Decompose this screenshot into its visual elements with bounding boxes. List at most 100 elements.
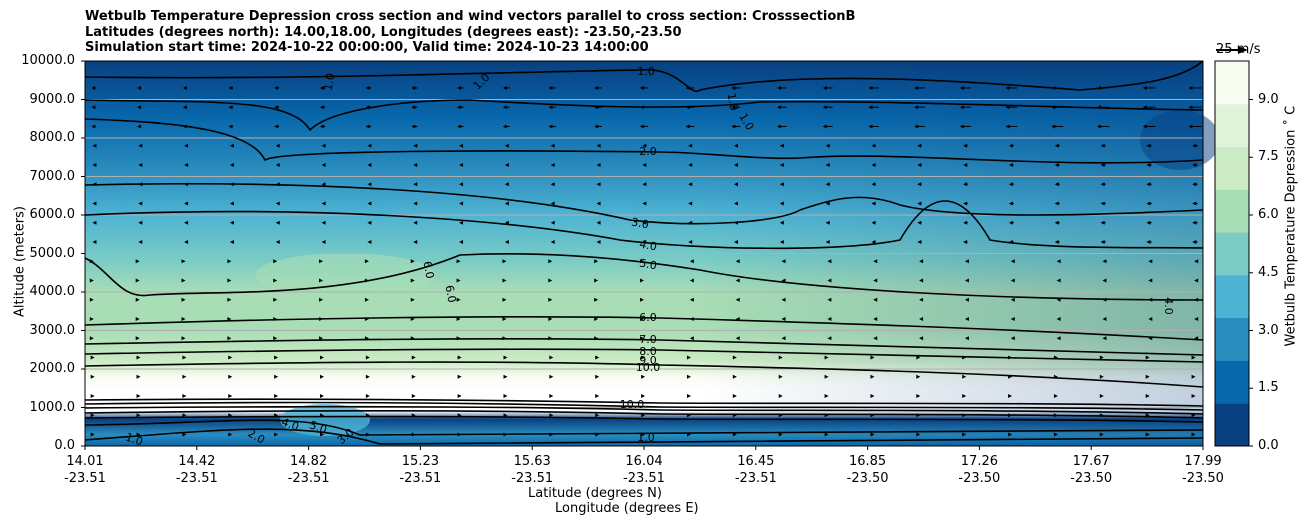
x-tick-latitude: 17.99: [1184, 454, 1222, 469]
colorbar-tick-label: 0.0: [1258, 438, 1279, 453]
wind-vector: [274, 374, 279, 379]
wind-vector: [595, 393, 600, 398]
wind-vector: [136, 355, 141, 360]
wind-vector: [825, 143, 830, 148]
wind-vector: [871, 220, 876, 225]
wind-vector: [92, 239, 97, 244]
contour-line: [84, 361, 1204, 388]
wind-vector: [735, 278, 740, 283]
wind-vector: [364, 316, 369, 321]
wind-vector: [182, 413, 187, 418]
wind-vector: [778, 432, 783, 437]
wind-vector: [89, 316, 94, 321]
wind-vector: [550, 143, 555, 148]
contour-line: [84, 415, 1204, 423]
contour-label: 4.0: [1162, 297, 1175, 315]
wind-vector: [870, 374, 875, 379]
wind-vector: [594, 336, 599, 341]
wind-vector: [735, 259, 740, 264]
wind-vector: [411, 393, 416, 398]
wind-vector: [688, 182, 693, 187]
colorbar-segment: [1215, 274, 1249, 319]
wind-vector: [1054, 162, 1059, 167]
wind-vector: [1142, 105, 1147, 110]
wind-vector: [181, 336, 186, 341]
wind-vector: [227, 259, 232, 264]
wind-vector: [914, 124, 919, 129]
wind-vector: [365, 105, 370, 110]
wind-vector: [410, 336, 415, 341]
wind-vector: [1099, 393, 1104, 398]
wind-vector: [1056, 336, 1061, 341]
wind-vector: [275, 162, 280, 167]
wind-vector: [870, 355, 875, 360]
wind-vectors: [89, 85, 1202, 437]
wind-vector: [274, 355, 279, 360]
wind-vector: [594, 316, 599, 321]
wind-vector: [503, 355, 508, 360]
wind-vector: [689, 259, 694, 264]
wind-vector: [550, 239, 555, 244]
wind-vector: [228, 105, 233, 110]
wind-vector: [825, 220, 830, 225]
x-tick-longitude: -23.50: [1182, 471, 1224, 486]
wind-vector: [827, 316, 832, 321]
wind-vector: [413, 143, 418, 148]
wind-vector: [90, 393, 95, 398]
wind-vector: [92, 201, 97, 206]
wind-vector: [959, 124, 964, 129]
wind-vector: [413, 220, 418, 225]
wind-vector: [641, 355, 646, 360]
x-tick-latitude: 16.85: [848, 454, 887, 469]
wind-vector: [594, 105, 599, 110]
x-tick-label: 16.45 -23.51: [716, 453, 796, 487]
wind-vector: [778, 413, 783, 418]
wind-vector: [731, 105, 736, 110]
wind-vector: [1053, 355, 1058, 360]
wind-vector: [825, 239, 830, 244]
wind-vector: [825, 182, 830, 187]
wind-vector: [827, 278, 832, 283]
wind-vector: [548, 105, 553, 110]
wind-vector: [916, 374, 921, 379]
wind-vector: [685, 105, 690, 110]
wind-vector: [964, 278, 969, 283]
wind-vector: [548, 297, 553, 302]
wind-vector: [184, 201, 189, 206]
contour-label: 2.0: [639, 145, 657, 158]
wind-vector: [457, 413, 462, 418]
wind-vector: [457, 393, 462, 398]
colorbar-frame: [1214, 60, 1250, 447]
wind-vector: [734, 182, 738, 187]
wind-vector: [963, 182, 968, 187]
wind-vector: [917, 201, 922, 206]
wind-vector: [365, 355, 370, 360]
wind-vector: [181, 278, 186, 283]
wind-vector: [873, 297, 878, 302]
wind-vector: [781, 316, 786, 321]
wind-vector: [596, 239, 601, 244]
contour-label: 7.0: [639, 333, 657, 346]
wind-vector: [827, 336, 832, 341]
wind-vector: [964, 297, 969, 302]
wind-vector: [1194, 278, 1199, 283]
wind-vector: [229, 201, 234, 206]
wind-vector: [917, 143, 922, 148]
wind-vector: [92, 182, 97, 187]
wind-vector: [641, 374, 646, 379]
wind-vector: [459, 201, 464, 206]
wind-vector: [639, 124, 644, 129]
wind-vector: [734, 201, 738, 206]
wind-vector: [1146, 182, 1151, 187]
wind-vector: [732, 413, 737, 418]
wind-vector: [550, 220, 555, 225]
wind-vector: [777, 105, 782, 110]
wind-vector: [962, 413, 967, 418]
wind-vector: [182, 393, 187, 398]
x-axis-label-latitude: Latitude (degrees N): [528, 486, 662, 501]
wind-vector: [917, 220, 922, 225]
wind-vector: [1194, 297, 1199, 302]
x-ticks: [84, 446, 1204, 450]
wind-vector: [1056, 316, 1061, 321]
